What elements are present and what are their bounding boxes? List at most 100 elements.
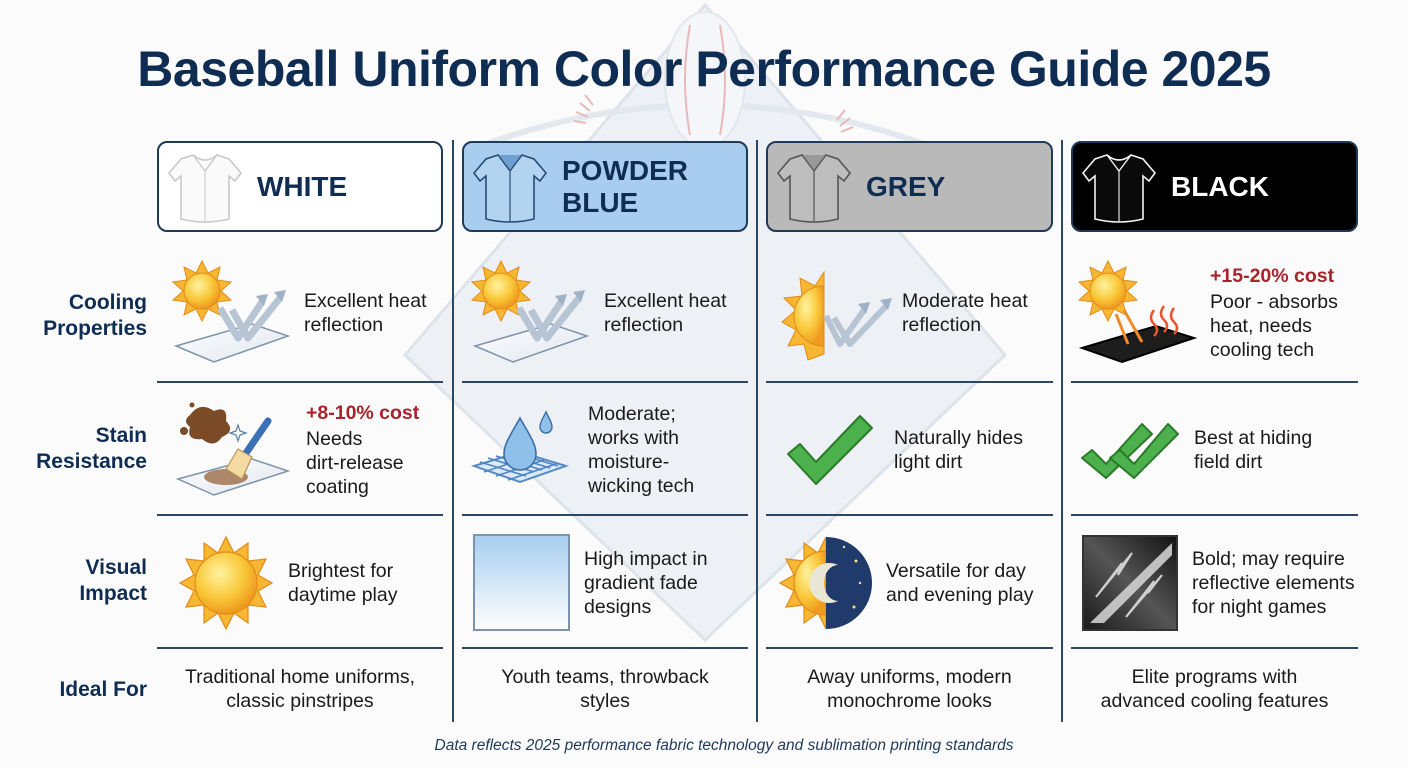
column-title-black: BLACK [1171, 170, 1269, 202]
text-line: reflection [304, 314, 384, 336]
visual-white-text: Brightest for daytime play [288, 559, 397, 607]
visual-powder-blue: High impact in gradient fade designs [473, 520, 758, 646]
text-line: Needs [306, 428, 363, 450]
header-white: WHITE [157, 141, 443, 232]
row-divider [1071, 514, 1358, 516]
ideal-grey: Away uniforms, modern monochrome looks [766, 665, 1053, 713]
text-line: reflection [604, 314, 684, 336]
text-line: Excellent heat [604, 290, 727, 312]
visual-grey: Versatile for day and evening play [776, 520, 1061, 646]
column-title-powder-blue-l1: POWDER [562, 154, 688, 186]
row-label-stain: Stain Resistance [0, 423, 147, 475]
cooling-grey: Moderate heat reflection [770, 248, 1055, 378]
column-divider [1061, 140, 1063, 722]
visual-white: Brightest for daytime play [176, 520, 456, 646]
powder-blue-jersey-icon [472, 153, 548, 223]
column-title-powder-blue-l2: BLUE [562, 186, 639, 218]
cooling-black: +15-20% cost Poor - absorbs heat, needs … [1076, 248, 1366, 378]
visual-black-text: Bold; may require reflective elements fo… [1192, 547, 1355, 619]
row-divider [462, 381, 748, 383]
page-title: Baseball Uniform Color Performance Guide… [137, 41, 1271, 97]
column-divider [756, 140, 758, 722]
checkmark-icon [787, 415, 873, 485]
sun-reflecting-arrows-icon [470, 259, 590, 363]
row-divider [1071, 381, 1358, 383]
half-sun-reflecting-arrows-icon [781, 270, 892, 361]
column-title-grey: GREY [866, 170, 946, 202]
sun-moon-icon [778, 536, 872, 630]
text-line: for night games [1192, 596, 1327, 618]
row-label-line: Visual [85, 556, 147, 579]
text-line: Poor - absorbs [1210, 291, 1338, 313]
visual-grey-text: Versatile for day and evening play [886, 559, 1033, 607]
row-divider [157, 647, 443, 649]
text-line: Excellent heat [304, 290, 427, 312]
cooling-white: Excellent heat reflection [170, 248, 450, 378]
text-line: moisture- [588, 451, 670, 473]
text-line: wicking tech [588, 475, 695, 497]
text-line: and evening play [886, 584, 1034, 606]
text-line: Versatile for day [886, 560, 1026, 582]
text-line: advanced cooling features [1100, 690, 1329, 712]
row-divider [157, 514, 443, 516]
row-label-visual: Visual Impact [0, 555, 147, 607]
stain-black: Best at hiding field dirt [1080, 386, 1360, 514]
grey-jersey-icon [776, 153, 852, 223]
text-line: Elite programs with [1131, 666, 1298, 688]
ideal-white: Traditional home uniforms, classic pinst… [157, 665, 443, 713]
stain-powder-blue: Moderate; works with moisture- wicking t… [470, 386, 755, 514]
footnote: Data reflects 2025 performance fabric te… [434, 737, 1014, 754]
black-jersey-icon [1081, 153, 1157, 223]
row-divider [157, 381, 443, 383]
cost-badge: +15-20% cost [1210, 265, 1335, 287]
row-label-line: Cooling [68, 291, 147, 314]
text-line: classic pinstripes [226, 690, 374, 712]
stain-white: +8-10% cost Needs dirt-release coating [172, 386, 452, 514]
text-line: Bold; may require [1192, 548, 1345, 570]
row-label-line: Resistance [36, 450, 147, 473]
text-line: styles [580, 690, 630, 712]
text-line: gradient fade [584, 572, 698, 594]
cost-badge: +8-10% cost [306, 402, 420, 424]
header-black: BLACK [1071, 141, 1358, 232]
water-drops-mesh-icon [470, 410, 570, 484]
stain-grey: Naturally hides light dirt [784, 386, 1054, 514]
text-line: coating [306, 476, 369, 498]
row-divider [462, 514, 748, 516]
row-divider [766, 647, 1053, 649]
text-line: heat, needs [1210, 315, 1312, 337]
row-divider [766, 514, 1053, 516]
double-checkmark-icon [1081, 423, 1179, 479]
column-title-white: WHITE [257, 170, 348, 202]
text-line: Brightest for [288, 560, 394, 582]
ideal-powder-blue: Youth teams, throwback styles [462, 665, 748, 713]
text-line: dirt-release [306, 452, 404, 474]
text-line: High impact in [584, 548, 708, 570]
bright-sun-icon [178, 535, 274, 631]
text-line: Traditional home uniforms, [184, 666, 416, 688]
visual-black: Bold; may require reflective elements fo… [1082, 520, 1367, 646]
row-label-line: Impact [79, 582, 147, 605]
row-divider [766, 381, 1053, 383]
row-label-ideal: Ideal For [59, 678, 147, 701]
cooling-grey-text: Moderate heat reflection [902, 289, 1028, 337]
text-line: cooling tech [1210, 339, 1315, 361]
text-line: daytime play [288, 584, 398, 606]
row-divider [462, 647, 748, 649]
text-line: reflective elements [1192, 572, 1355, 594]
sun-reflecting-arrows-icon [171, 259, 291, 363]
sun-heat-absorb-icon [1077, 259, 1198, 364]
ideal-black: Elite programs with advanced cooling fea… [1071, 665, 1358, 713]
header-powder-blue: POWDER BLUE [462, 141, 748, 232]
cooling-white-text: Excellent heat reflection [304, 289, 427, 337]
stain-black-text: Best at hiding field dirt [1194, 426, 1312, 474]
row-label-line: Properties [43, 317, 147, 340]
cooling-powder-blue-text: Excellent heat reflection [604, 289, 727, 337]
reflective-stripes-icon [1082, 535, 1178, 631]
stain-powder-blue-text: Moderate; works with moisture- wicking t… [588, 402, 694, 498]
header-grey: GREY [766, 141, 1053, 232]
text-line: Away uniforms, modern [807, 666, 1012, 688]
gradient-swatch-icon [473, 534, 570, 631]
visual-powder-blue-text: High impact in gradient fade designs [584, 547, 708, 619]
